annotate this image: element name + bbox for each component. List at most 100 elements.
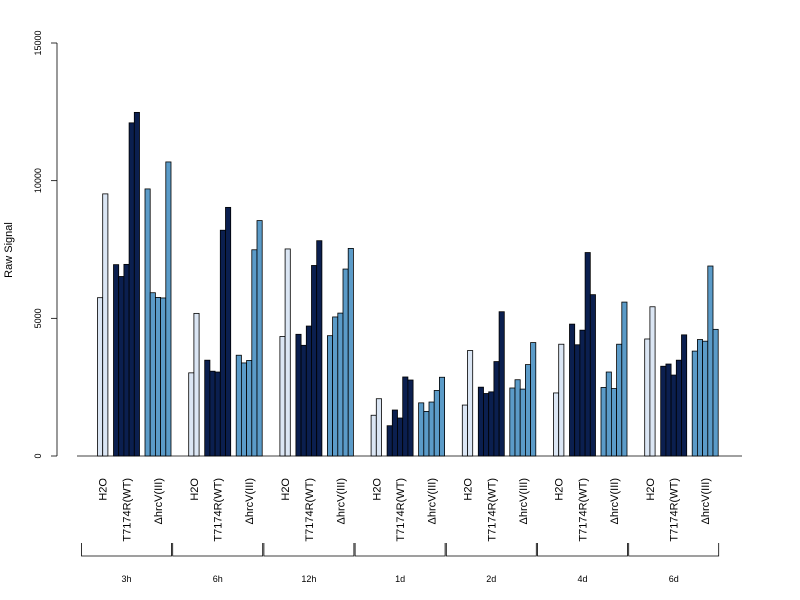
bar [530,342,537,457]
bar [123,263,130,457]
y-axis: 0 5000 10000 15000 [33,30,58,459]
bar [670,374,677,457]
bar [316,240,323,457]
group-label: ΔhrcV(III) [609,478,621,524]
bar [649,306,656,457]
bar [691,350,698,457]
bar [584,252,591,457]
bar [342,268,349,457]
bar [498,311,505,457]
bar [204,359,211,457]
bar [509,387,516,457]
group-label: H2O [645,478,657,501]
bar [144,188,151,457]
timepoint-bracket [445,543,537,557]
timepoint-label: 1d [395,574,405,584]
bar [712,328,719,457]
bar [611,388,618,457]
bar [525,364,532,457]
bar [681,334,688,457]
bar [433,390,440,457]
y-axis-title: Raw Signal [3,222,15,278]
bar [235,354,242,457]
bar [418,402,425,457]
timepoint-label: 3h [121,574,131,584]
group-label: ΔhrcV(III) [335,478,347,524]
bar [428,401,435,457]
bar [438,376,445,457]
bar [702,340,709,457]
group-label: ΔhrcV(III) [244,478,256,524]
bar [477,386,484,457]
bar [483,393,490,457]
bar [193,312,200,457]
bar [225,206,232,457]
bar [128,122,135,457]
bar [391,409,398,457]
bar [251,249,258,457]
group-label: H2O [371,478,383,501]
bar [397,417,404,457]
bar [337,312,344,457]
group-label: T7174R(WT) [395,478,407,542]
y-tick-label: 10000 [33,168,43,193]
bar [326,335,333,457]
group-label: T7174R(WT) [578,478,590,542]
group-label: ΔhrcV(III) [427,478,439,524]
bar [300,344,307,457]
bar [589,294,596,457]
bar [295,333,302,457]
group-label: H2O [280,478,292,501]
bar [386,425,393,457]
bar [660,365,667,457]
bar [616,343,623,457]
bar [423,410,430,457]
bar [160,297,167,457]
bar [579,329,586,457]
bar [514,379,521,457]
bar [644,338,651,457]
timepoint-bracket [81,543,172,557]
bar [665,363,672,457]
group-label: T7174R(WT) [669,478,681,542]
bar [558,343,565,457]
bar [569,323,576,457]
bar [246,360,253,457]
bar [467,350,474,457]
bar [707,265,714,457]
bar [240,362,247,457]
group-label: H2O [98,478,110,501]
y-tick-label: 5000 [33,308,43,328]
bar [407,379,414,457]
group-label: T7174R(WT) [486,478,498,542]
bar [209,370,216,457]
bar [305,325,312,457]
bar [188,372,195,457]
bar [605,371,612,457]
bar [519,388,526,457]
bars [97,111,719,457]
timepoint-label: 12h [301,574,316,584]
bar [214,371,221,457]
bar [493,361,500,457]
timepoint-label: 2d [486,574,496,584]
group-label: H2O [554,478,566,501]
timepoint-bracket [354,543,446,557]
bar [118,276,125,457]
group-label: ΔhrcV(III) [153,478,165,524]
bar [102,193,109,457]
group-label: T7174R(WT) [213,478,225,542]
bar [675,359,682,457]
timepoint-label: 6h [213,574,223,584]
bar [284,248,291,457]
bar [311,265,318,457]
bar [600,387,607,457]
bar [347,247,354,457]
group-label: ΔhrcV(III) [700,478,712,524]
timepoint-bracket [172,543,264,557]
timepoint-label: 6d [669,574,679,584]
bar [574,344,581,457]
bar [375,398,382,457]
group-label: T7174R(WT) [304,478,316,542]
